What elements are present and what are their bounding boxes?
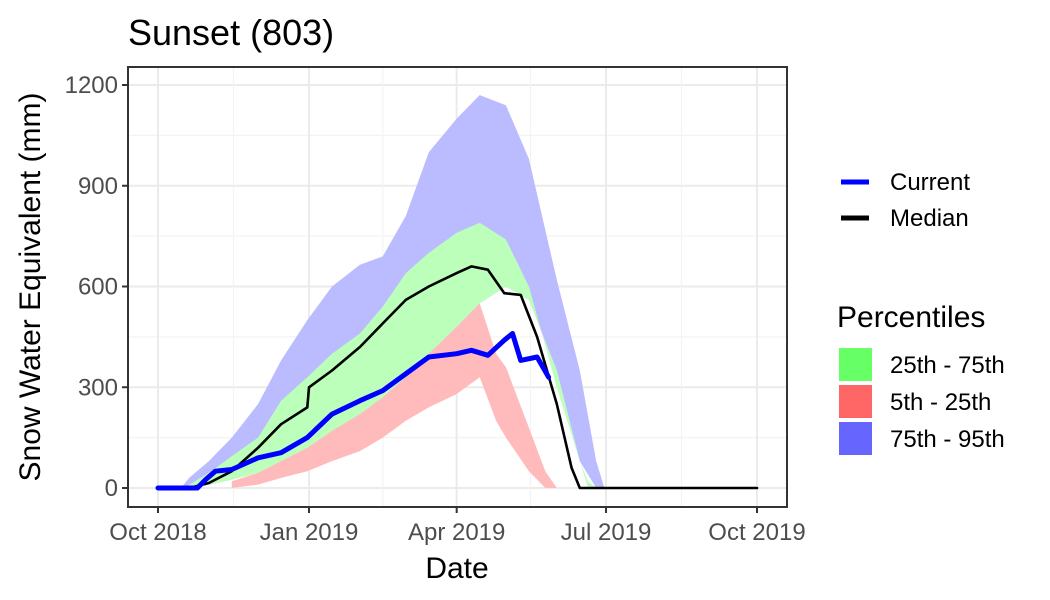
series-line-current [155,331,552,491]
legend-lines: Current Median [841,169,970,232]
x-axis-title: Date [425,552,488,585]
y-tick-label: 300 [78,374,118,401]
y-tick-label: 1200 [65,72,118,99]
x-tick-label: Oct 2019 [708,519,805,546]
x-tick-label: Jul 2019 [561,519,652,546]
y-tick-label: 600 [78,274,118,301]
legend-title: Percentiles [837,301,985,334]
legend-swatch [839,385,872,418]
series-lines [155,265,759,491]
y-axis-title: Snow Water Equivalent (mm) [14,92,47,481]
series-line-median [156,265,759,490]
y-axis: 0 300 600 900 1200 [65,72,128,502]
x-tick-label: Oct 2018 [109,519,206,546]
x-tick-label: Apr 2019 [408,519,505,546]
legend-band-label: 5th - 25th [890,389,991,416]
legend-band-label: 75th - 95th [890,426,1005,453]
band-25th-75th [158,222,757,488]
y-tick-label: 0 [105,475,118,502]
y-tick-label: 900 [78,173,118,200]
legend-bands: 25th - 75th 5th - 25th 75th - 95th [839,348,1005,455]
plot-area [127,66,788,508]
legend-label-current: Current [890,169,970,196]
x-axis: Oct 2018 Jan 2019 Apr 2019 Jul 2019 Oct 2019 [109,507,806,546]
legend-swatch [839,422,872,455]
legend-label-median: Median [890,205,969,232]
legend-swatch [839,348,872,381]
x-tick-label: Jan 2019 [260,519,359,546]
chart-title: Sunset (803) [128,12,334,53]
legend-band-label: 25th - 75th [890,352,1005,379]
